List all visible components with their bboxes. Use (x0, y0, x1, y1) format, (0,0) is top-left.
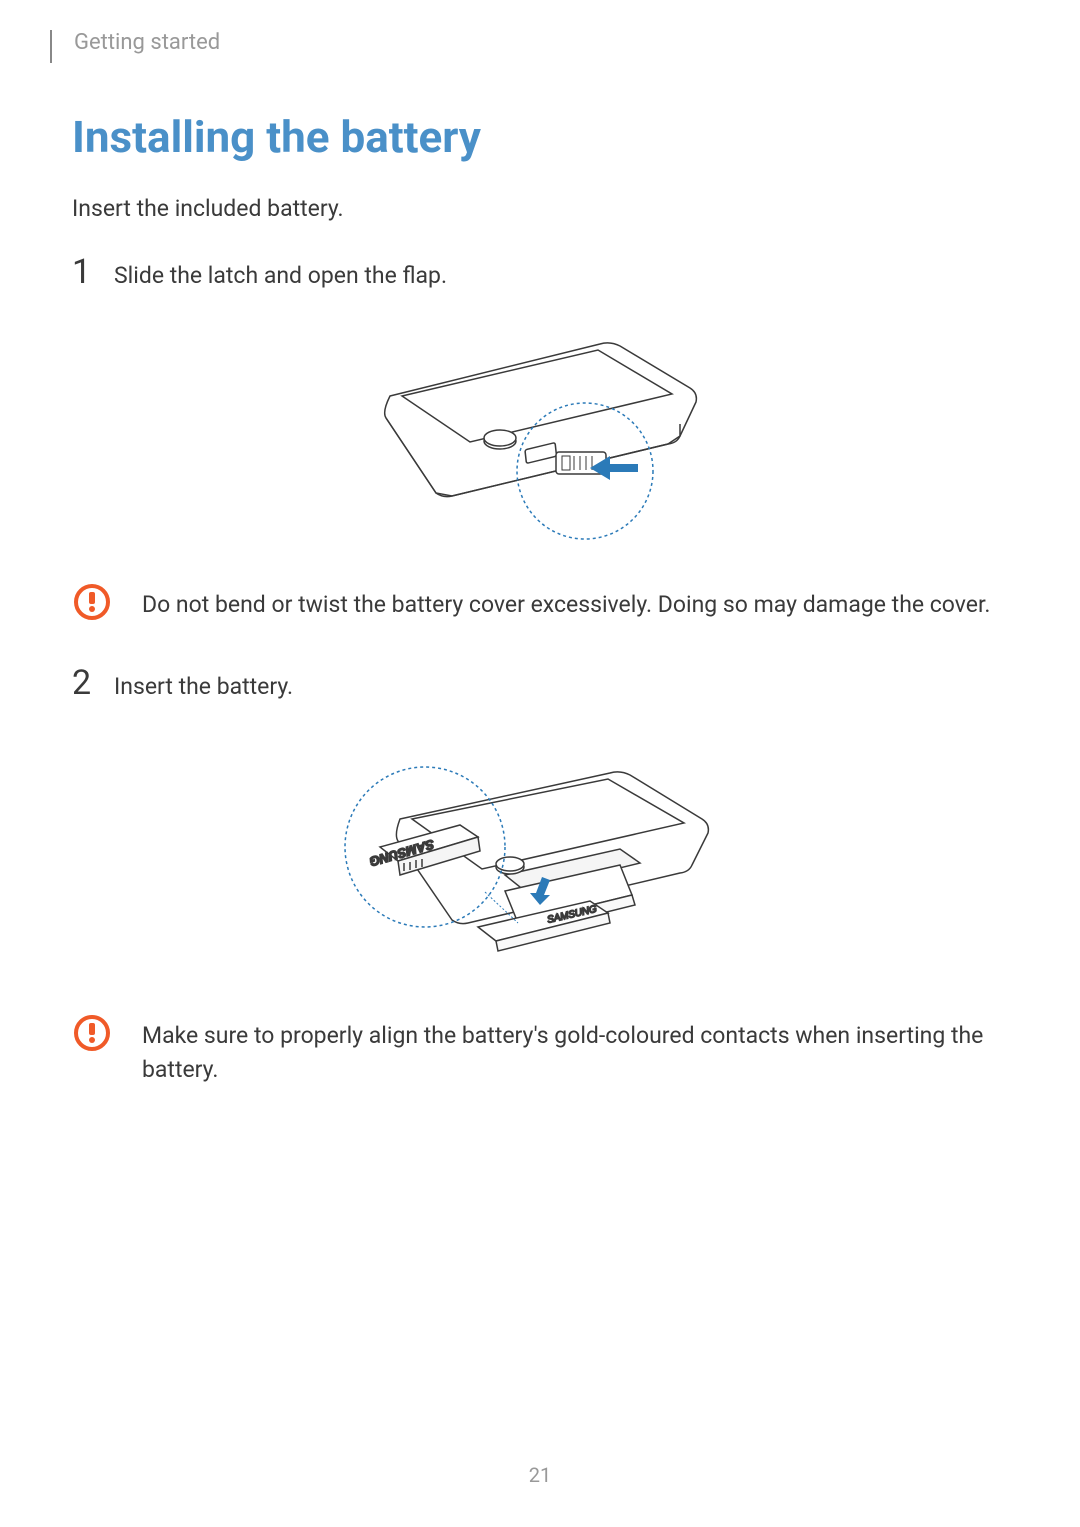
callout-2: Make sure to properly align the battery'… (50, 1017, 1010, 1088)
intro-text: Insert the included battery. (50, 195, 1010, 222)
step-2: 2 Insert the battery. (50, 663, 1010, 703)
callout-1: Do not bend or twist the battery cover e… (50, 586, 1010, 623)
page-header: Getting started (50, 30, 1010, 63)
step-1: 1 Slide the latch and open the flap. (50, 252, 1010, 292)
illustration-1 (50, 316, 1010, 556)
caution-icon (72, 582, 112, 622)
step-text: Insert the battery. (114, 671, 293, 703)
step-text: Slide the latch and open the flap. (114, 260, 447, 292)
page-title: Installing the battery (50, 111, 1010, 163)
illustration-2: SAMSUNG SAMSUNG (50, 727, 1010, 987)
section-label: Getting started (74, 30, 1010, 55)
step-number: 2 (72, 663, 114, 703)
callout-text: Do not bend or twist the battery cover e… (142, 586, 990, 623)
callout-text: Make sure to properly align the battery'… (142, 1017, 1010, 1088)
step-number: 1 (72, 252, 114, 292)
page-number: 21 (0, 1463, 1080, 1487)
caution-icon (72, 1013, 112, 1053)
